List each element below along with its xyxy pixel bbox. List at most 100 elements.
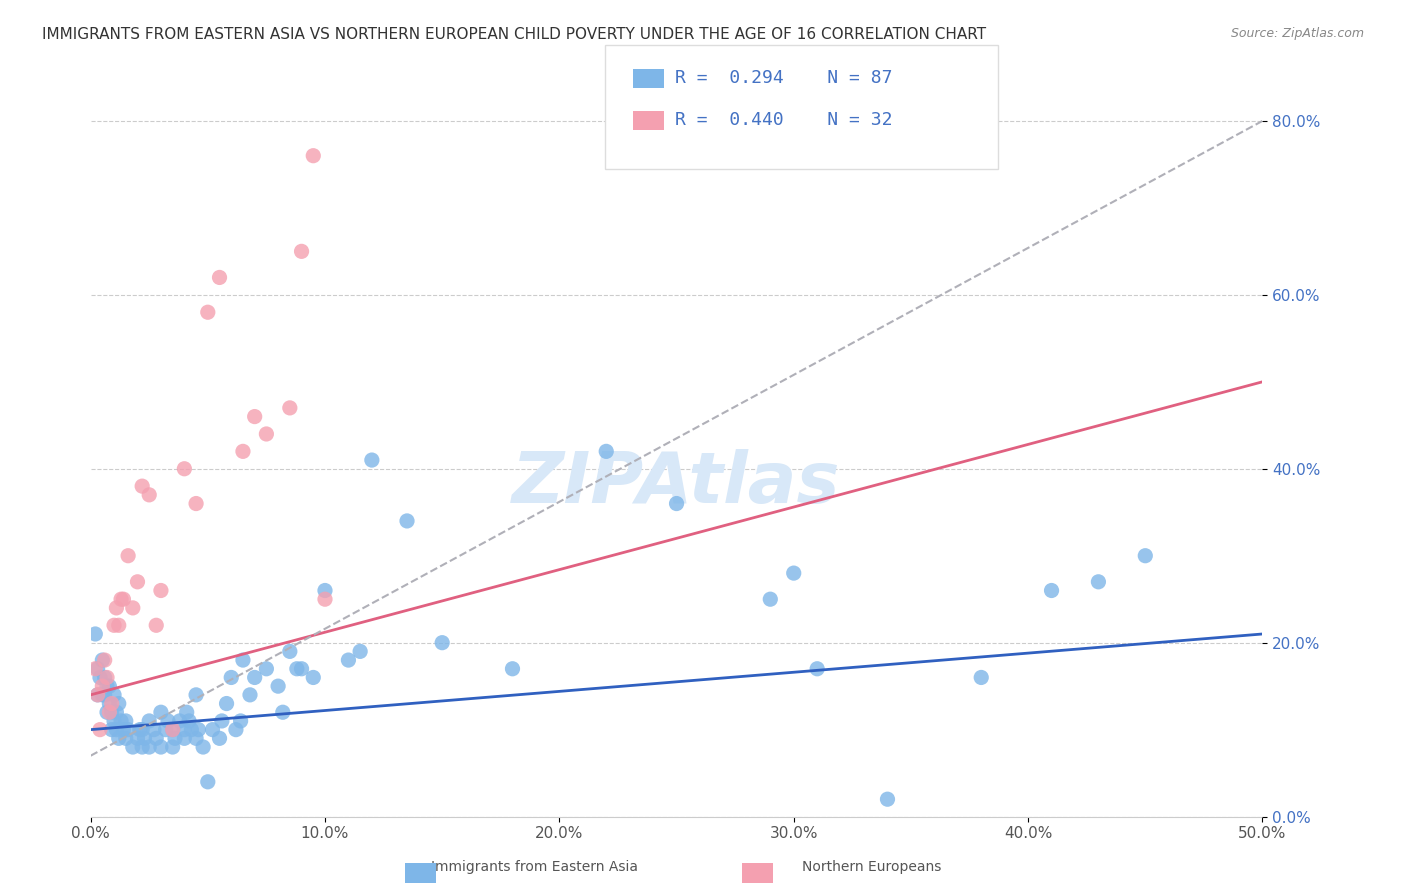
Northern Europeans xyxy=(103,618,125,632)
Immigrants from Eastern Asia xyxy=(128,723,150,737)
Immigrants from Eastern Asia xyxy=(114,714,136,728)
Immigrants from Eastern Asia xyxy=(970,670,993,684)
Immigrants from Eastern Asia xyxy=(239,688,262,702)
Immigrants from Eastern Asia xyxy=(285,662,308,676)
Immigrants from Eastern Asia xyxy=(290,662,312,676)
Northern Europeans xyxy=(98,705,121,719)
Immigrants from Eastern Asia xyxy=(187,723,209,737)
Text: Northern Europeans: Northern Europeans xyxy=(801,860,942,874)
Immigrants from Eastern Asia xyxy=(176,705,198,719)
Immigrants from Eastern Asia xyxy=(112,723,135,737)
Northern Europeans xyxy=(96,670,118,684)
Immigrants from Eastern Asia xyxy=(180,723,202,737)
Immigrants from Eastern Asia xyxy=(208,731,231,746)
Northern Europeans xyxy=(91,679,114,693)
Immigrants from Eastern Asia xyxy=(142,723,165,737)
Immigrants from Eastern Asia xyxy=(103,688,125,702)
Northern Europeans xyxy=(131,479,153,493)
Immigrants from Eastern Asia xyxy=(1135,549,1157,563)
Immigrants from Eastern Asia xyxy=(225,723,247,737)
Northern Europeans xyxy=(314,592,336,607)
Northern Europeans xyxy=(149,583,172,598)
Northern Europeans xyxy=(86,688,108,702)
Immigrants from Eastern Asia xyxy=(201,723,224,737)
Immigrants from Eastern Asia xyxy=(86,688,108,702)
Immigrants from Eastern Asia xyxy=(197,774,219,789)
Immigrants from Eastern Asia xyxy=(395,514,418,528)
Immigrants from Eastern Asia xyxy=(349,644,371,658)
Northern Europeans xyxy=(243,409,266,424)
Immigrants from Eastern Asia xyxy=(211,714,233,728)
Northern Europeans xyxy=(290,244,312,259)
Northern Europeans xyxy=(105,600,128,615)
Northern Europeans xyxy=(138,488,160,502)
Immigrants from Eastern Asia xyxy=(86,662,108,676)
Immigrants from Eastern Asia xyxy=(121,739,143,754)
Immigrants from Eastern Asia xyxy=(114,731,136,746)
Immigrants from Eastern Asia xyxy=(145,731,167,746)
Immigrants from Eastern Asia xyxy=(1087,574,1109,589)
Northern Europeans xyxy=(302,149,325,163)
Immigrants from Eastern Asia xyxy=(107,697,129,711)
Northern Europeans xyxy=(254,427,277,442)
Northern Europeans xyxy=(93,653,115,667)
Northern Europeans xyxy=(84,662,107,676)
Immigrants from Eastern Asia xyxy=(173,731,195,746)
Text: R =  0.440    N = 32: R = 0.440 N = 32 xyxy=(675,112,893,129)
Immigrants from Eastern Asia xyxy=(215,697,238,711)
Immigrants from Eastern Asia xyxy=(91,688,114,702)
Immigrants from Eastern Asia xyxy=(93,670,115,684)
Immigrants from Eastern Asia xyxy=(360,453,382,467)
Text: IMMIGRANTS FROM EASTERN ASIA VS NORTHERN EUROPEAN CHILD POVERTY UNDER THE AGE OF: IMMIGRANTS FROM EASTERN ASIA VS NORTHERN… xyxy=(42,27,986,42)
Immigrants from Eastern Asia xyxy=(271,705,294,719)
Northern Europeans xyxy=(184,497,207,511)
Northern Europeans xyxy=(121,600,143,615)
Immigrants from Eastern Asia xyxy=(149,739,172,754)
Immigrants from Eastern Asia xyxy=(138,739,160,754)
Northern Europeans xyxy=(173,462,195,476)
Immigrants from Eastern Asia xyxy=(430,635,453,649)
Immigrants from Eastern Asia xyxy=(665,497,688,511)
Immigrants from Eastern Asia xyxy=(117,723,139,737)
Immigrants from Eastern Asia xyxy=(806,662,828,676)
Immigrants from Eastern Asia xyxy=(155,723,177,737)
Immigrants from Eastern Asia xyxy=(302,670,325,684)
Northern Europeans xyxy=(117,549,139,563)
Immigrants from Eastern Asia xyxy=(501,662,523,676)
Immigrants from Eastern Asia xyxy=(138,714,160,728)
Immigrants from Eastern Asia xyxy=(162,723,184,737)
Immigrants from Eastern Asia xyxy=(162,739,184,754)
Immigrants from Eastern Asia xyxy=(1040,583,1063,598)
Immigrants from Eastern Asia xyxy=(131,723,153,737)
Immigrants from Eastern Asia xyxy=(134,731,156,746)
Immigrants from Eastern Asia xyxy=(229,714,252,728)
Text: Immigrants from Eastern Asia: Immigrants from Eastern Asia xyxy=(430,860,638,874)
Immigrants from Eastern Asia xyxy=(100,705,122,719)
Immigrants from Eastern Asia xyxy=(337,653,360,667)
Northern Europeans xyxy=(232,444,254,458)
Immigrants from Eastern Asia xyxy=(783,566,806,581)
Immigrants from Eastern Asia xyxy=(173,723,195,737)
Immigrants from Eastern Asia xyxy=(219,670,242,684)
Northern Europeans xyxy=(107,618,129,632)
Northern Europeans xyxy=(110,592,132,607)
Immigrants from Eastern Asia xyxy=(107,731,129,746)
Immigrants from Eastern Asia xyxy=(267,679,290,693)
Immigrants from Eastern Asia xyxy=(759,592,782,607)
Northern Europeans xyxy=(197,305,219,319)
Immigrants from Eastern Asia xyxy=(254,662,277,676)
Immigrants from Eastern Asia xyxy=(595,444,617,458)
Immigrants from Eastern Asia xyxy=(149,705,172,719)
Immigrants from Eastern Asia xyxy=(96,679,118,693)
Northern Europeans xyxy=(127,574,149,589)
Northern Europeans xyxy=(112,592,135,607)
Immigrants from Eastern Asia xyxy=(98,697,121,711)
Immigrants from Eastern Asia xyxy=(314,583,336,598)
Immigrants from Eastern Asia xyxy=(127,731,149,746)
Immigrants from Eastern Asia xyxy=(156,714,179,728)
Immigrants from Eastern Asia xyxy=(169,714,191,728)
Immigrants from Eastern Asia xyxy=(96,705,118,719)
Immigrants from Eastern Asia xyxy=(98,679,121,693)
Immigrants from Eastern Asia xyxy=(100,723,122,737)
Immigrants from Eastern Asia xyxy=(177,714,200,728)
